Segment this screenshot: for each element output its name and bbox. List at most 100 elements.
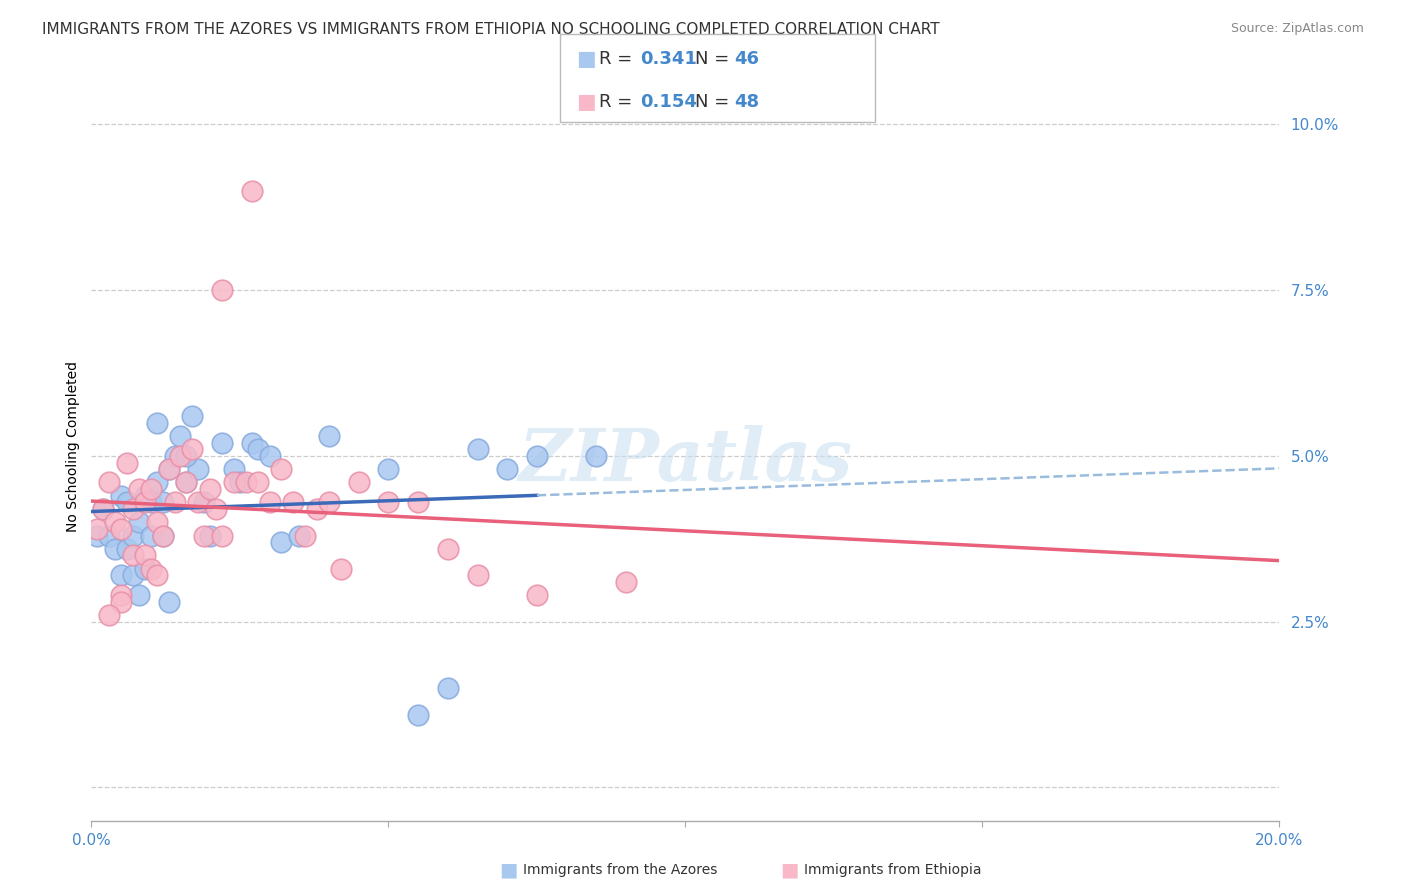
Point <box>318 495 340 509</box>
Point <box>145 416 167 430</box>
Point <box>377 495 399 509</box>
Point <box>169 429 191 443</box>
Point <box>307 502 329 516</box>
Point <box>229 475 252 490</box>
Point <box>200 482 222 496</box>
Point <box>91 502 114 516</box>
Point <box>318 429 340 443</box>
Point <box>526 449 548 463</box>
Point <box>283 495 305 509</box>
Point <box>169 449 191 463</box>
Point <box>98 608 121 623</box>
Text: R =: R = <box>599 51 638 69</box>
Point <box>86 522 108 536</box>
Point <box>134 549 156 563</box>
Point <box>163 449 186 463</box>
Point <box>122 568 145 582</box>
Point <box>98 528 121 542</box>
Point <box>436 681 458 695</box>
Point <box>134 562 156 576</box>
Point <box>110 522 132 536</box>
Point <box>115 495 138 509</box>
Point <box>163 495 186 509</box>
Point <box>467 568 489 582</box>
Point <box>145 515 167 529</box>
Point <box>187 462 209 476</box>
Text: 46: 46 <box>734 51 759 69</box>
Text: ■: ■ <box>576 49 596 70</box>
Point <box>181 409 204 424</box>
Point <box>585 449 607 463</box>
Point <box>193 495 215 509</box>
Point <box>86 528 108 542</box>
Point <box>259 449 281 463</box>
Text: ■: ■ <box>576 92 596 112</box>
Point <box>347 475 370 490</box>
Point <box>181 442 204 457</box>
Point <box>139 562 162 576</box>
Point <box>240 435 263 450</box>
Point <box>134 489 156 503</box>
Point <box>115 541 138 556</box>
Point <box>496 462 519 476</box>
Text: Immigrants from Ethiopia: Immigrants from Ethiopia <box>804 863 981 877</box>
Point <box>436 541 458 556</box>
Y-axis label: No Schooling Completed: No Schooling Completed <box>66 360 80 532</box>
Point <box>211 528 233 542</box>
Point <box>235 475 257 490</box>
Text: 48: 48 <box>734 93 759 111</box>
Point <box>222 462 245 476</box>
Point <box>406 707 429 722</box>
Point <box>122 502 145 516</box>
Text: Immigrants from the Azores: Immigrants from the Azores <box>523 863 717 877</box>
Point <box>526 588 548 602</box>
Point <box>193 528 215 542</box>
Point <box>139 482 162 496</box>
Point <box>288 528 311 542</box>
Point <box>134 495 156 509</box>
Text: 0.154: 0.154 <box>640 93 696 111</box>
Text: N =: N = <box>695 93 734 111</box>
Point <box>240 184 263 198</box>
Point <box>246 475 269 490</box>
Point <box>115 456 138 470</box>
Point <box>139 495 162 509</box>
Point <box>200 528 222 542</box>
Point <box>110 588 132 602</box>
Point <box>104 541 127 556</box>
Text: 0.341: 0.341 <box>640 51 696 69</box>
Text: ■: ■ <box>499 860 517 880</box>
Point <box>205 502 228 516</box>
Text: R =: R = <box>599 93 638 111</box>
Text: IMMIGRANTS FROM THE AZORES VS IMMIGRANTS FROM ETHIOPIA NO SCHOOLING COMPLETED CO: IMMIGRANTS FROM THE AZORES VS IMMIGRANTS… <box>42 22 939 37</box>
Point <box>246 442 269 457</box>
Point <box>467 442 489 457</box>
Point <box>91 502 114 516</box>
Text: ZIPatlas: ZIPatlas <box>519 425 852 497</box>
Point <box>139 528 162 542</box>
Point <box>614 574 637 589</box>
Point <box>176 475 198 490</box>
Point <box>145 568 167 582</box>
Point <box>110 568 132 582</box>
Point <box>270 535 292 549</box>
Point <box>110 595 132 609</box>
Point <box>329 562 352 576</box>
Point <box>152 528 174 542</box>
Point <box>128 515 150 529</box>
Text: N =: N = <box>695 51 734 69</box>
Point <box>176 475 198 490</box>
Point <box>145 475 167 490</box>
Point <box>152 528 174 542</box>
Point <box>211 435 233 450</box>
Point <box>157 462 180 476</box>
Point <box>128 482 150 496</box>
Point <box>110 489 132 503</box>
Point <box>406 495 429 509</box>
Text: ■: ■ <box>780 860 799 880</box>
Point <box>259 495 281 509</box>
Point <box>294 528 316 542</box>
Point <box>222 475 245 490</box>
Point <box>176 449 198 463</box>
Point <box>152 495 174 509</box>
